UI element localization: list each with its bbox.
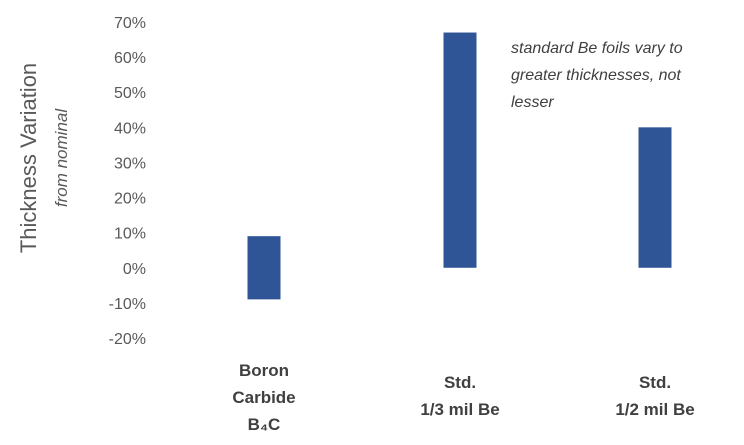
bars [247, 32, 672, 300]
category-label-line: 1/3 mil Be [420, 400, 499, 419]
category-label: Std. 1/2 mil Be [615, 373, 694, 419]
y-tick-label: 70% [114, 15, 146, 32]
category-labels: Boron Carbide B₄C Std. 1/3 mil Be Std. 1/2 mil… [232, 361, 694, 434]
y-tick-label: -20% [109, 331, 146, 348]
y-tick-label: 50% [114, 85, 146, 102]
category-label-line: B₄C [248, 415, 281, 434]
annotation: standard Be foils vary to greater thickne… [511, 40, 683, 111]
annotation-line: greater thicknesses, not [511, 67, 681, 84]
bar [443, 32, 477, 268]
category-label-line: Carbide [232, 388, 295, 407]
category-label-line: Std. [444, 373, 476, 392]
annotation-line: standard Be foils vary to [511, 40, 683, 57]
y-tick-label: 60% [114, 50, 146, 67]
y-tick-label: 30% [114, 155, 146, 172]
annotation-line: lesser [511, 94, 554, 111]
category-label-line: 1/2 mil Be [615, 400, 694, 419]
y-axis-sublabel: from nominal [52, 108, 71, 207]
y-tick-label: 10% [114, 226, 146, 243]
bar [638, 127, 672, 268]
y-axis-title: Thickness Variation from nominal [16, 63, 71, 253]
y-axis-label: Thickness Variation [16, 63, 41, 253]
bar [247, 236, 281, 300]
category-label-line: Boron [239, 361, 289, 380]
y-tick-label: -10% [109, 296, 146, 313]
category-label: Std. 1/3 mil Be [420, 373, 499, 419]
y-axis-ticks: 70% 60% 50% 40% 30% 20% 10% 0% -10% -20% [109, 15, 146, 348]
category-label: Boron Carbide B₄C [232, 361, 295, 434]
y-tick-label: 0% [123, 261, 146, 278]
y-tick-label: 20% [114, 191, 146, 208]
y-tick-label: 40% [114, 120, 146, 137]
category-label-line: Std. [639, 373, 671, 392]
